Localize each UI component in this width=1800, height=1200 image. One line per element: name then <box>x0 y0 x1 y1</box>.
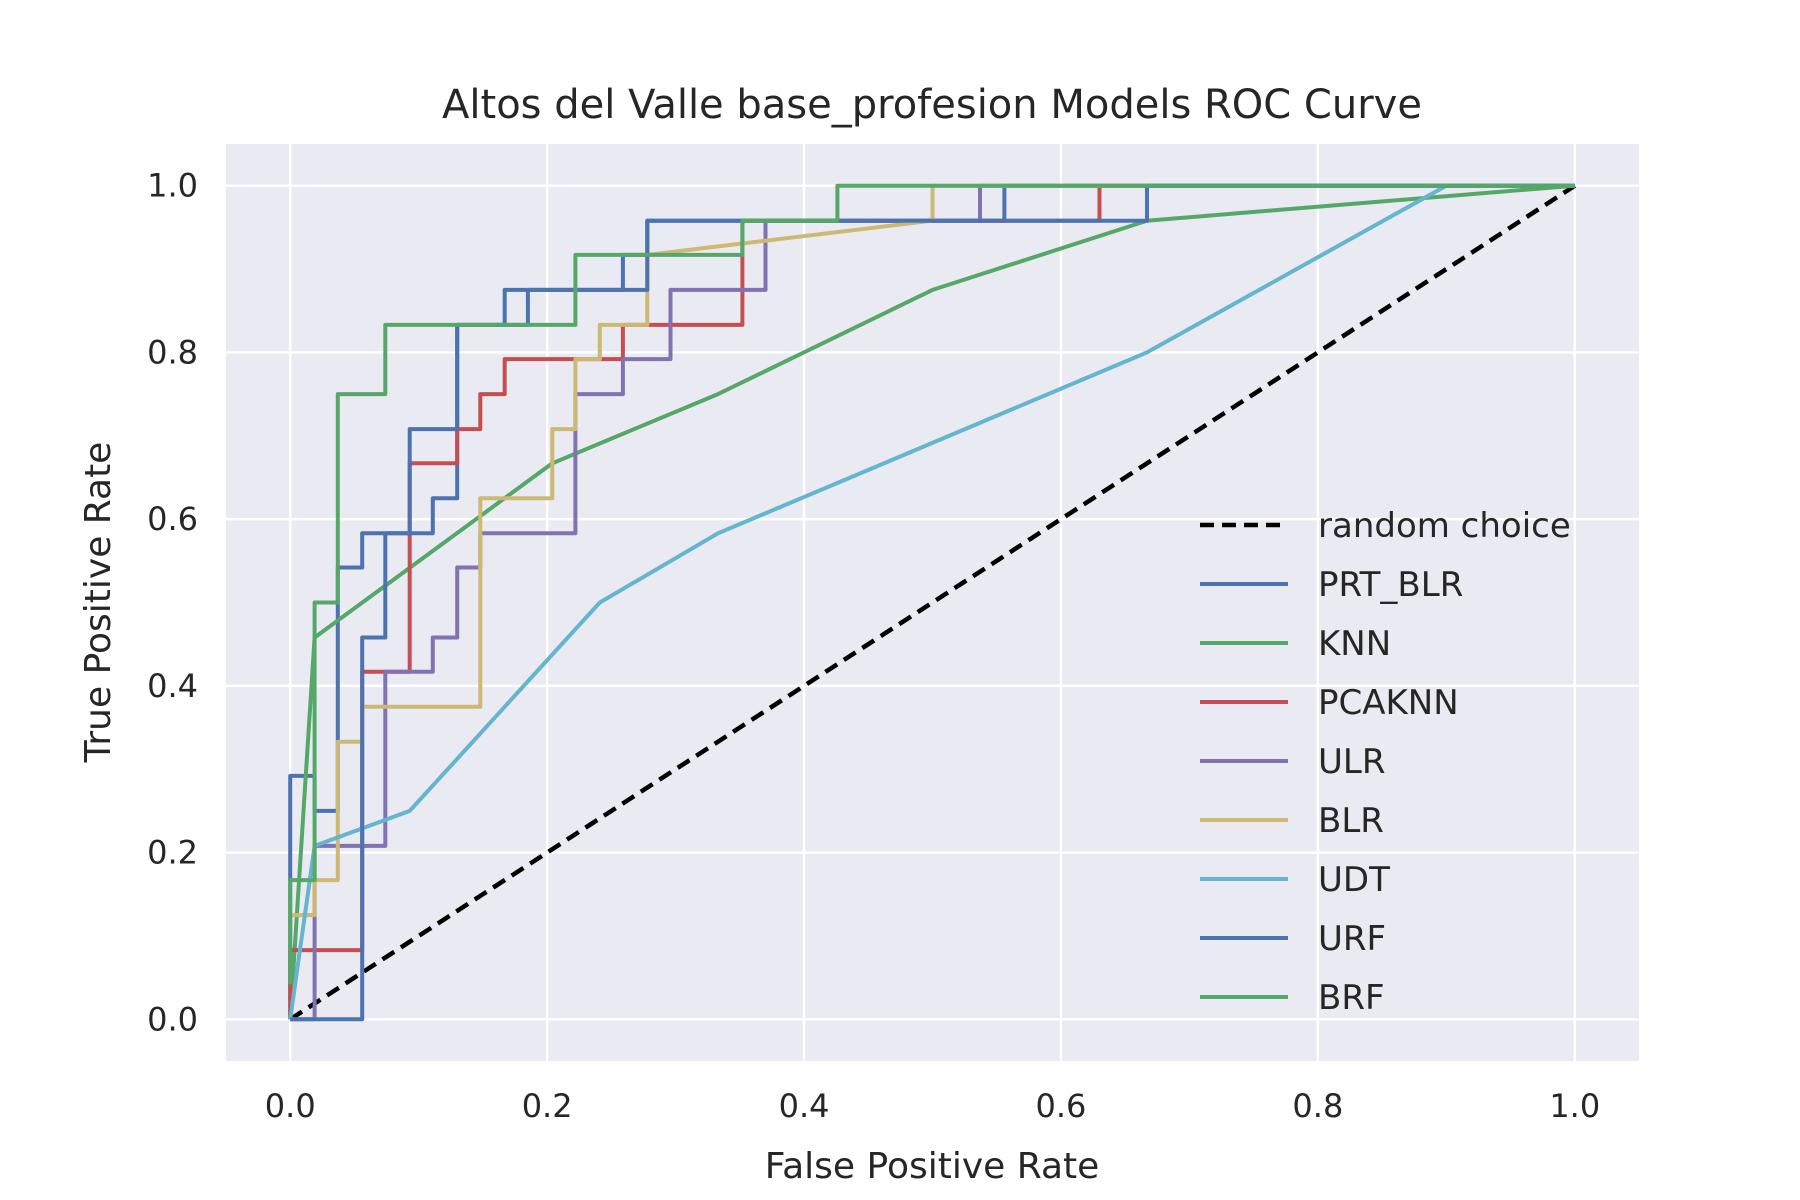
series-line-random-choice <box>288 183 1577 1022</box>
y-tick-label: 0.0 <box>147 1000 198 1038</box>
y-tick-label: 1.0 <box>147 167 198 205</box>
y-tick-label: 0.4 <box>147 667 198 705</box>
legend-label-knn: KNN <box>1318 624 1391 664</box>
series-line-urf <box>290 183 1575 1022</box>
x-ticks: 0.0 0.2 0.4 0.6 0.8 1.0 <box>265 1087 1600 1125</box>
y-tick-label: 0.2 <box>147 834 198 872</box>
legend-label-udt: UDT <box>1318 860 1390 900</box>
x-tick-label: 0.4 <box>779 1087 830 1125</box>
legend: random choice PRT_BLR KNN PCAKNN ULR BLR UDT UR… <box>1200 506 1571 1018</box>
legend-label-blr: BLR <box>1318 801 1384 841</box>
series-line-udt <box>288 183 1575 1020</box>
x-tick-label: 0.0 <box>265 1087 316 1125</box>
series-line-ulr <box>290 183 1575 1022</box>
y-axis-label: True Positive Rate <box>78 442 119 764</box>
legend-label-prt-blr: PRT_BLR <box>1318 565 1463 605</box>
y-ticks: 0.0 0.2 0.4 0.6 0.8 1.0 <box>147 167 198 1039</box>
series-lines <box>288 183 1577 1022</box>
legend-label-urf: URF <box>1318 919 1386 959</box>
x-tick-label: 1.0 <box>1549 1087 1600 1125</box>
series-line-brf <box>288 183 1575 985</box>
x-axis-label: False Positive Rate <box>765 1146 1100 1187</box>
legend-label-random-choice: random choice <box>1318 506 1571 546</box>
grid <box>226 144 1639 1061</box>
x-tick-label: 0.6 <box>1036 1087 1087 1125</box>
legend-label-ulr: ULR <box>1318 742 1385 782</box>
legend-label-pcaknn: PCAKNN <box>1318 683 1459 723</box>
x-tick-label: 0.8 <box>1292 1087 1343 1125</box>
legend-label-brf: BRF <box>1318 978 1385 1018</box>
chart-title: Altos del Valle base_profesion Models RO… <box>442 82 1422 128</box>
y-tick-label: 0.8 <box>147 333 198 371</box>
x-tick-label: 0.2 <box>522 1087 573 1125</box>
y-tick-label: 0.6 <box>147 500 198 538</box>
